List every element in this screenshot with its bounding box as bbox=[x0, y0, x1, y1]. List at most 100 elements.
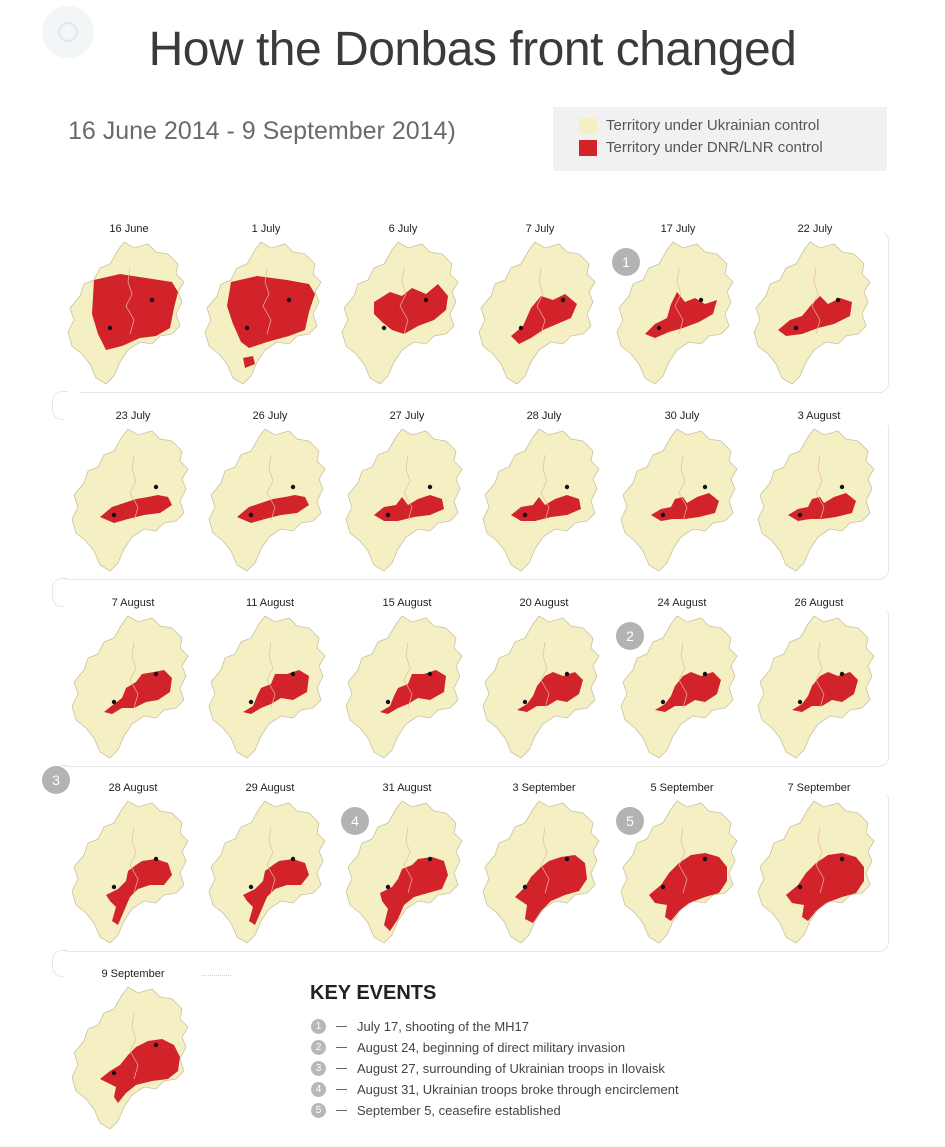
dash bbox=[336, 1026, 347, 1027]
map-date-label: 26 July bbox=[201, 409, 339, 423]
city-marker bbox=[385, 699, 391, 705]
city-marker bbox=[153, 671, 159, 677]
city-marker bbox=[381, 325, 387, 331]
oblast-border bbox=[129, 454, 139, 522]
key-event-text: September 5, ceasefire established bbox=[357, 1103, 561, 1118]
city-marker bbox=[522, 512, 528, 518]
oblast-border bbox=[266, 826, 276, 894]
donbas-map bbox=[67, 241, 185, 385]
map-date-label: 5 September bbox=[613, 781, 751, 795]
oblast-border bbox=[125, 267, 135, 335]
city-marker bbox=[797, 699, 803, 705]
map-date-label: 7 September bbox=[750, 781, 888, 795]
city-marker bbox=[423, 297, 429, 303]
map-panel: 7 September bbox=[750, 781, 888, 961]
city-marker bbox=[111, 512, 117, 518]
event-badge-3: 3 bbox=[42, 766, 70, 794]
city-marker bbox=[835, 297, 841, 303]
separatist-territory bbox=[237, 495, 309, 523]
city-marker bbox=[797, 884, 803, 890]
oblast-border bbox=[678, 826, 688, 894]
map-panel: 30 July bbox=[613, 409, 751, 589]
oblast-border bbox=[266, 641, 276, 709]
map-date-label: 27 July bbox=[338, 409, 476, 423]
donbas-map bbox=[482, 428, 600, 572]
map-panel: 7 July bbox=[471, 222, 609, 402]
city-marker bbox=[702, 856, 708, 862]
donbas-map bbox=[620, 428, 738, 572]
donbas-map bbox=[478, 241, 596, 385]
oblast-border bbox=[540, 641, 550, 709]
oblast-border bbox=[403, 454, 413, 522]
map-panel: 5 September bbox=[613, 781, 751, 961]
map-date-label: 28 August bbox=[64, 781, 202, 795]
city-marker bbox=[111, 884, 117, 890]
legend-label: Territory under Ukrainian control bbox=[606, 117, 820, 134]
map-panel: 26 July bbox=[201, 409, 339, 589]
donbas-map bbox=[208, 615, 326, 759]
donbas-map bbox=[757, 615, 875, 759]
city-marker bbox=[564, 671, 570, 677]
donbas-map bbox=[204, 241, 322, 385]
separatist-territory bbox=[100, 495, 172, 523]
separatist-territory bbox=[786, 853, 864, 921]
donbas-map bbox=[71, 428, 189, 572]
donbas-map bbox=[757, 800, 875, 944]
map-panel: 3 September bbox=[475, 781, 613, 961]
map-date-label: 3 August bbox=[750, 409, 888, 423]
map-date-label: 17 July bbox=[609, 222, 747, 236]
city-marker bbox=[244, 325, 250, 331]
city-marker bbox=[660, 699, 666, 705]
city-marker bbox=[111, 1070, 117, 1076]
map-date-label: 7 August bbox=[64, 596, 202, 610]
map-panel: 15 August bbox=[338, 596, 476, 776]
donbas-map bbox=[616, 241, 734, 385]
map-date-label: 30 July bbox=[613, 409, 751, 423]
city-marker bbox=[518, 325, 524, 331]
map-panel: 31 August bbox=[338, 781, 476, 961]
map-date-label: 11 August bbox=[201, 596, 339, 610]
donbas-map bbox=[620, 800, 738, 944]
city-marker bbox=[385, 884, 391, 890]
oblast-border bbox=[678, 454, 688, 522]
separatist-territory bbox=[517, 672, 583, 712]
city-marker bbox=[656, 325, 662, 331]
oblast-border bbox=[536, 267, 546, 335]
city-marker bbox=[839, 856, 845, 862]
oblast-border bbox=[403, 826, 413, 894]
donbas-map bbox=[341, 241, 459, 385]
oblast-border bbox=[815, 454, 825, 522]
separatist-territory bbox=[651, 493, 719, 521]
donbas-map bbox=[753, 241, 871, 385]
city-marker bbox=[793, 325, 799, 331]
city-marker bbox=[839, 484, 845, 490]
separatist-territory bbox=[511, 294, 577, 344]
logo-mark bbox=[42, 6, 94, 58]
dash bbox=[336, 1068, 347, 1069]
dash bbox=[336, 1110, 347, 1111]
map-panel: 20 August bbox=[475, 596, 613, 776]
city-marker bbox=[385, 512, 391, 518]
key-event-item: 2 August 24, beginning of direct military… bbox=[311, 1037, 679, 1058]
donbas-map bbox=[345, 800, 463, 944]
key-event-number: 4 bbox=[311, 1082, 326, 1097]
ukrainian-territory bbox=[208, 428, 326, 572]
city-marker bbox=[153, 856, 159, 862]
city-marker bbox=[290, 484, 296, 490]
oblast-border bbox=[262, 267, 272, 335]
oblast-border bbox=[540, 454, 550, 522]
separatist-territory bbox=[515, 855, 587, 923]
key-event-number: 5 bbox=[311, 1103, 326, 1118]
separatist-territory bbox=[649, 853, 727, 921]
city-marker bbox=[660, 884, 666, 890]
city-marker bbox=[290, 856, 296, 862]
map-panel: 17 July bbox=[609, 222, 747, 402]
oblast-border bbox=[266, 454, 276, 522]
city-marker bbox=[427, 856, 433, 862]
separatist-territory bbox=[655, 672, 721, 712]
map-date-label: 28 July bbox=[475, 409, 613, 423]
dash bbox=[336, 1047, 347, 1048]
map-date-label: 29 August bbox=[201, 781, 339, 795]
map-date-label: 26 August bbox=[750, 596, 888, 610]
separatist-territory bbox=[788, 493, 856, 521]
